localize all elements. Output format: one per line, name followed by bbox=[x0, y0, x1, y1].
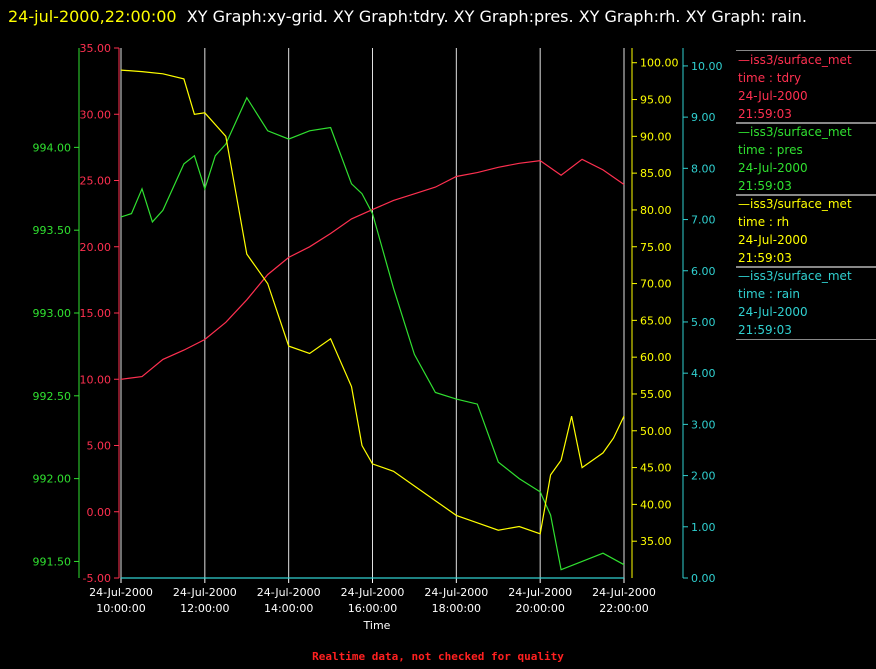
legend-time: 21:59:03 bbox=[738, 251, 792, 265]
tdry-tick-label: 5.00 bbox=[87, 440, 112, 453]
pres-line bbox=[120, 96, 625, 571]
rain-tick-label: 3.00 bbox=[691, 418, 716, 431]
x-tick-label-date: 24-Jul-2000 bbox=[257, 586, 321, 599]
legend-date: 24-Jul-2000 bbox=[738, 89, 808, 103]
rh-tick-label: 50.00 bbox=[640, 425, 672, 438]
x-tick-label-time: 22:00:00 bbox=[599, 602, 648, 615]
pres-tick-label: 994.00 bbox=[33, 141, 72, 154]
x-tick-label-time: 12:00:00 bbox=[180, 602, 229, 615]
timestamp: 24-jul-2000,22:00:00 bbox=[8, 7, 177, 26]
tdry-line bbox=[120, 158, 625, 380]
rain-tick-label: 8.00 bbox=[691, 162, 716, 175]
chart-header: 24-jul-2000,22:00:00 XY Graph:xy-grid. X… bbox=[8, 4, 868, 30]
tdry-tick-label: 35.00 bbox=[80, 42, 112, 55]
rh-tick-label: 55.00 bbox=[640, 388, 672, 401]
graph-list: XY Graph:xy-grid. XY Graph:tdry. XY Grap… bbox=[186, 7, 808, 26]
legend-field: time : pres bbox=[738, 143, 803, 157]
x-tick-label-date: 24-Jul-2000 bbox=[173, 586, 237, 599]
legend-field: time : rh bbox=[738, 215, 790, 229]
pres-tick-label: 993.00 bbox=[33, 307, 72, 320]
rain-tick-label: 4.00 bbox=[691, 367, 716, 380]
pres-tick-label: 991.50 bbox=[33, 555, 72, 568]
tdry-tick-label: 15.00 bbox=[80, 307, 112, 320]
x-tick-label-date: 24-Jul-2000 bbox=[508, 586, 572, 599]
tdry-tick-label: 10.00 bbox=[80, 373, 112, 386]
rain-tick-label: 1.00 bbox=[691, 521, 716, 534]
rh-tick-label: 35.00 bbox=[640, 535, 672, 548]
rain-tick-label: 10.00 bbox=[691, 60, 723, 73]
rh-line bbox=[120, 69, 625, 535]
rh-tick-label: 90.00 bbox=[640, 130, 672, 143]
x-tick-label-date: 24-Jul-2000 bbox=[424, 586, 488, 599]
rh-tick-label: 95.00 bbox=[640, 94, 672, 107]
x-axis-label: Time bbox=[363, 619, 391, 632]
pres-tick-label: 993.50 bbox=[33, 224, 72, 237]
rain-tick-label: 6.00 bbox=[691, 265, 716, 278]
x-tick-label-date: 24-Jul-2000 bbox=[341, 586, 405, 599]
quality-notice: Realtime data, not checked for quality bbox=[312, 650, 564, 663]
pres-tick-label: 992.00 bbox=[33, 473, 72, 486]
x-tick-label-time: 20:00:00 bbox=[515, 602, 564, 615]
legend-time: 21:59:03 bbox=[738, 323, 792, 337]
rh-tick-label: 75.00 bbox=[640, 241, 672, 254]
tdry-tick-label: 20.00 bbox=[80, 241, 112, 254]
axes: 24-Jul-2000 10:00:00 24-Jul-2000 12:00:00 24… bbox=[33, 42, 723, 615]
rh-tick-label: 85.00 bbox=[640, 167, 672, 180]
x-tick-label-time: 18:00:00 bbox=[432, 602, 481, 615]
legend-field: time : tdry bbox=[738, 71, 802, 85]
legend-date: 24-Jul-2000 bbox=[738, 233, 808, 247]
grid-lines bbox=[120, 48, 625, 578]
legend-name: —iss3/surface_met bbox=[738, 125, 852, 139]
legend-name: —iss3/surface_met bbox=[738, 197, 852, 211]
legend-time: 21:59:03 bbox=[738, 179, 792, 193]
x-tick-label-date: 24-Jul-2000 bbox=[592, 586, 656, 599]
rain-tick-label: 2.00 bbox=[691, 470, 716, 483]
tdry-tick-label: 0.00 bbox=[87, 506, 112, 519]
rain-tick-label: 5.00 bbox=[691, 316, 716, 329]
rh-tick-label: 45.00 bbox=[640, 462, 672, 475]
x-tick-label-date: 24-Jul-2000 bbox=[89, 586, 153, 599]
tdry-tick-label: 30.00 bbox=[80, 108, 112, 121]
legend-time: 21:59:03 bbox=[738, 107, 792, 121]
rain-tick-label: 9.00 bbox=[691, 111, 716, 124]
rh-tick-label: 40.00 bbox=[640, 498, 672, 511]
series-lines bbox=[120, 69, 625, 579]
rain-tick-label: 0.00 bbox=[691, 572, 716, 585]
pres-tick-label: 992.50 bbox=[33, 390, 72, 403]
rh-tick-label: 70.00 bbox=[640, 278, 672, 291]
legend-field: time : rain bbox=[738, 287, 801, 301]
rain-tick-label: 7.00 bbox=[691, 214, 716, 227]
rh-tick-label: 100.00 bbox=[640, 57, 679, 70]
tdry-tick-label: 25.00 bbox=[80, 175, 112, 188]
legend-name: —iss3/surface_met bbox=[738, 269, 852, 283]
legend-date: 24-Jul-2000 bbox=[738, 305, 808, 319]
tdry-tick-label: -5.00 bbox=[83, 572, 111, 585]
rh-tick-label: 60.00 bbox=[640, 351, 672, 364]
rh-tick-label: 80.00 bbox=[640, 204, 672, 217]
rh-tick-label: 65.00 bbox=[640, 314, 672, 327]
x-tick-label-time: 14:00:00 bbox=[264, 602, 313, 615]
legend-name: —iss3/surface_met bbox=[738, 53, 852, 67]
x-tick-label-time: 10:00:00 bbox=[96, 602, 145, 615]
x-tick-label-time: 16:00:00 bbox=[348, 602, 397, 615]
legend-date: 24-Jul-2000 bbox=[738, 161, 808, 175]
